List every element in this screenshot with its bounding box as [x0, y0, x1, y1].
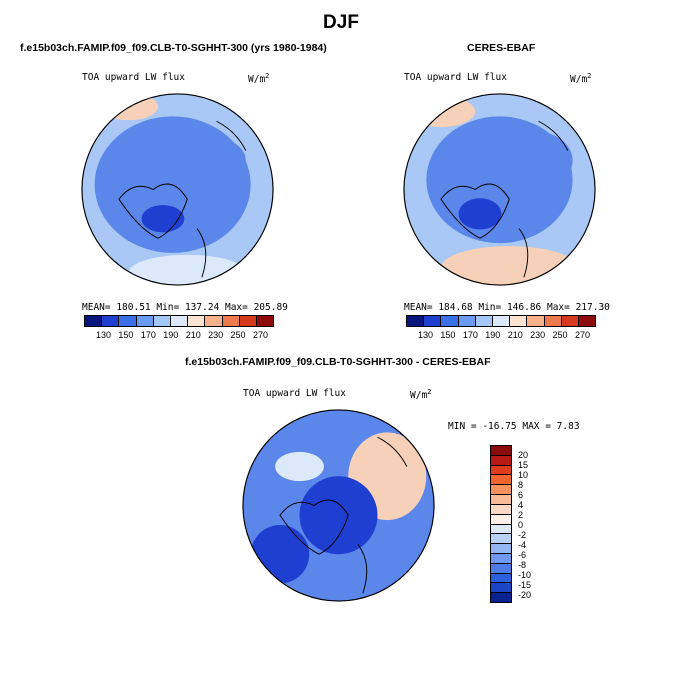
- colorbar-tick-label: 250: [552, 330, 568, 340]
- colorbar-swatch: [527, 316, 545, 326]
- map-region: [299, 476, 378, 555]
- panel2-colorbar-labels: 130 150 170 190 210 230 250 270: [418, 330, 590, 340]
- colorbar-swatch: [491, 446, 511, 456]
- panel3-stats: MIN = -16.75 MAX = 7.83: [448, 421, 580, 432]
- colorbar-tick-label: 130: [418, 330, 434, 340]
- colorbar-swatch: [491, 583, 511, 594]
- colorbar-tick-label: 15: [518, 460, 529, 470]
- colorbar-swatch: [491, 593, 511, 602]
- map-region: [494, 131, 573, 190]
- colorbar-tick-label: -8: [518, 560, 527, 570]
- colorbar-swatch: [239, 316, 257, 326]
- colorbar-tick-label: 210: [185, 330, 201, 340]
- colorbar-swatch: [424, 316, 442, 326]
- colorbar-tick-label: 150: [440, 330, 456, 340]
- colorbar-tick-label: 0: [518, 520, 524, 530]
- colorbar-swatch: [491, 563, 511, 574]
- map-region: [167, 135, 246, 185]
- colorbar-swatch: [491, 573, 511, 584]
- colorbar-swatch: [544, 316, 562, 326]
- colorbar-swatch: [222, 316, 240, 326]
- figure-title: DJF: [323, 12, 359, 33]
- colorbar-swatch: [491, 524, 511, 535]
- colorbar-tick-label: 10: [518, 470, 529, 480]
- panel2-stats: MEAN= 184.68 Min= 146.86 Max= 217.30: [404, 302, 610, 313]
- colorbar-swatch: [492, 316, 511, 326]
- map-region: [250, 525, 310, 584]
- colorbar-tick-label: -10: [518, 570, 532, 580]
- map-region: [441, 246, 578, 286]
- panel1-colorbar-labels: 130 150 170 190 210 230 250 270: [96, 330, 268, 340]
- colorbar-swatch: [491, 475, 511, 486]
- colorbar-swatch: [407, 316, 425, 326]
- panel3-colorbar-labels: 20 15 10 8 6 4 2 0 -2 -4 -6 -8 -10 -15 -20: [518, 450, 532, 600]
- panel2-polar-map: [403, 93, 596, 286]
- colorbar-tick-label: -15: [518, 580, 532, 590]
- panel3-polar-map: [242, 409, 435, 602]
- map-region: [458, 198, 502, 230]
- colorbar-tick-label: 170: [140, 330, 156, 340]
- colorbar-tick-label: 270: [574, 330, 590, 340]
- colorbar-tick-label: -4: [518, 540, 527, 550]
- colorbar-tick-label: 4: [518, 500, 524, 510]
- colorbar-tick-label: 190: [485, 330, 501, 340]
- colorbar-tick-label: -20: [518, 590, 532, 600]
- colorbar-swatch: [561, 316, 579, 326]
- panel3-units: W/m2: [410, 388, 432, 402]
- colorbar-tick-label: 250: [230, 330, 246, 340]
- panel3-header: f.e15b03ch.FAMIP.f09_f09.CLB-T0-SGHHT-30…: [185, 356, 491, 368]
- panel3-colorbar: [490, 445, 512, 603]
- colorbar-tick-label: 170: [462, 330, 478, 340]
- panel1-units: W/m2: [248, 72, 270, 86]
- colorbar-tick-label: 230: [530, 330, 546, 340]
- colorbar-swatch: [475, 316, 493, 326]
- colorbar-swatch: [491, 495, 511, 505]
- colorbar-swatch: [491, 534, 511, 545]
- panel1-variable-label: TOA upward LW flux: [82, 72, 185, 83]
- colorbar-swatch: [491, 455, 511, 466]
- panel1-colorbar: [84, 315, 274, 327]
- colorbar-swatch: [491, 485, 511, 496]
- colorbar-swatch: [256, 316, 274, 326]
- colorbar-swatch: [578, 316, 596, 326]
- colorbar-swatch: [136, 316, 154, 326]
- colorbar-swatch: [102, 316, 120, 326]
- colorbar-swatch: [119, 316, 137, 326]
- panel2-units: W/m2: [570, 72, 592, 86]
- colorbar-swatch: [85, 316, 103, 326]
- colorbar-swatch: [491, 504, 511, 515]
- colorbar-swatch: [491, 553, 511, 564]
- colorbar-tick-label: 150: [118, 330, 134, 340]
- colorbar-tick-label: 270: [252, 330, 268, 340]
- colorbar-tick-label: 8: [518, 480, 524, 490]
- colorbar-swatch: [153, 316, 171, 326]
- colorbar-tick-label: 6: [518, 490, 524, 500]
- colorbar-swatch: [441, 316, 459, 326]
- panel2-header: CERES-EBAF: [467, 42, 536, 54]
- panel1-polar-map: [81, 93, 274, 286]
- colorbar-tick-label: 20: [518, 450, 529, 460]
- colorbar-swatch: [458, 316, 476, 326]
- panel2-variable-label: TOA upward LW flux: [404, 72, 507, 83]
- panel3-variable-label: TOA upward LW flux: [243, 388, 346, 399]
- panel2-colorbar: [406, 315, 596, 327]
- colorbar-tick-label: -2: [518, 530, 527, 540]
- panel1-stats: MEAN= 180.51 Min= 137.24 Max= 205.89: [82, 302, 288, 313]
- colorbar-swatch: [510, 316, 528, 326]
- colorbar-tick-label: 130: [96, 330, 112, 340]
- colorbar-tick-label: 190: [163, 330, 179, 340]
- colorbar-tick-label: 230: [208, 330, 224, 340]
- map-region: [275, 451, 324, 482]
- colorbar-swatch: [170, 316, 189, 326]
- colorbar-swatch: [491, 465, 511, 476]
- colorbar-swatch: [491, 544, 511, 554]
- colorbar-tick-label: 2: [518, 510, 524, 520]
- panel1-header: f.e15b03ch.FAMIP.f09_f09.CLB-T0-SGHHT-30…: [20, 42, 327, 54]
- colorbar-swatch: [188, 316, 206, 326]
- colorbar-tick-label: -6: [518, 550, 527, 560]
- colorbar-swatch: [491, 514, 511, 525]
- colorbar-tick-label: 210: [507, 330, 523, 340]
- map-region: [99, 93, 158, 121]
- colorbar-swatch: [205, 316, 223, 326]
